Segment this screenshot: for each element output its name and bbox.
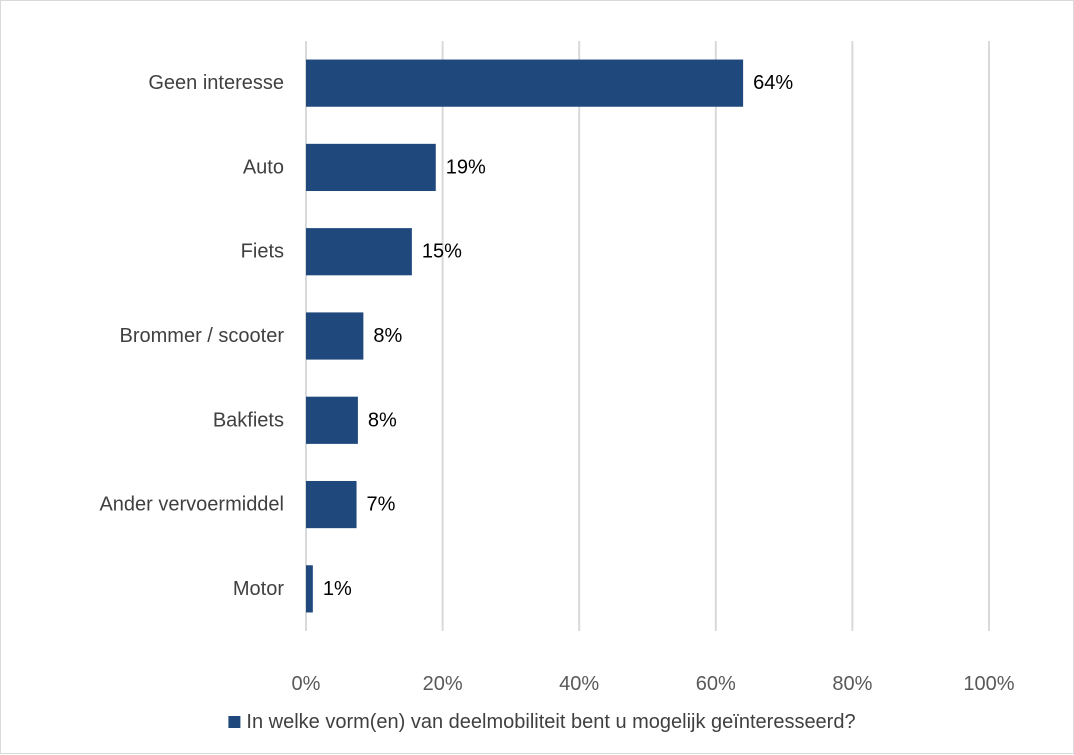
data-label-5: 7% xyxy=(367,494,396,516)
category-label-4: Bakfiets xyxy=(213,409,284,431)
bar-6 xyxy=(306,565,313,613)
data-label-0: 64% xyxy=(753,72,793,94)
category-label-0: Geen interesse xyxy=(148,72,284,94)
bar-0 xyxy=(306,59,744,107)
bar-3 xyxy=(306,312,364,360)
data-label-3: 8% xyxy=(373,325,402,347)
bar-2 xyxy=(306,228,412,276)
x-tick-label-1: 20% xyxy=(423,673,463,695)
category-label-1: Auto xyxy=(243,156,284,178)
category-label-3: Brommer / scooter xyxy=(120,325,285,347)
data-label-1: 19% xyxy=(446,156,486,178)
x-tick-label-4: 80% xyxy=(832,673,872,695)
category-label-2: Fiets xyxy=(241,241,284,263)
bar-5 xyxy=(306,480,357,529)
data-label-2: 15% xyxy=(422,241,462,263)
x-tick-label-0: 0% xyxy=(292,673,321,695)
data-label-6: 1% xyxy=(323,578,352,600)
legend-label: In welke vorm(en) van deelmobiliteit ben… xyxy=(246,711,855,733)
x-tick-label-3: 60% xyxy=(696,673,736,695)
x-tick-label-2: 40% xyxy=(559,673,599,695)
data-label-4: 8% xyxy=(368,409,397,431)
category-label-6: Motor xyxy=(233,578,284,600)
bar-1 xyxy=(306,143,436,192)
bar-4 xyxy=(306,396,358,444)
legend-swatch xyxy=(228,716,241,728)
x-tick-label-5: 100% xyxy=(963,673,1014,695)
category-label-5: Ander vervoermiddel xyxy=(99,494,284,516)
